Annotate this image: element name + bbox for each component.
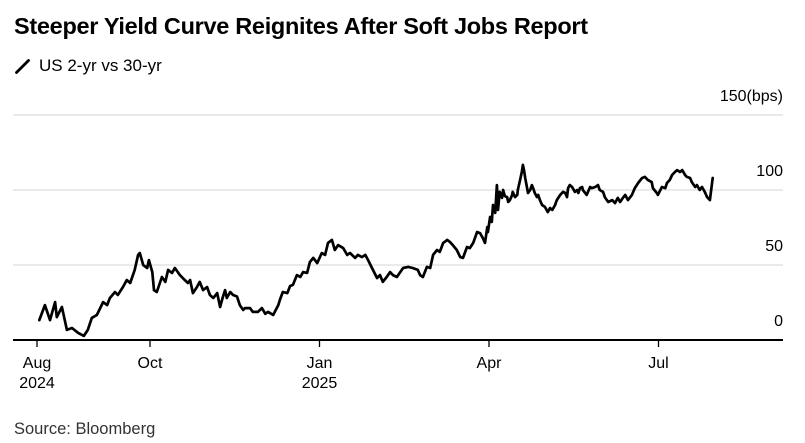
month-label: Apr [476, 355, 502, 372]
series-line [37, 163, 715, 338]
legend: US 2-yr vs 30-yr [14, 56, 162, 76]
month-label: Aug [22, 355, 52, 372]
chart-title: Steeper Yield Curve Reignites After Soft… [14, 13, 588, 39]
month-label: Oct [137, 355, 163, 372]
y-tick-label-with-unit: 150(bps) [719, 88, 783, 105]
trend-slash-icon [15, 58, 30, 74]
year-label: 2025 [301, 375, 338, 392]
legend-label: US 2-yr vs 30-yr [39, 56, 162, 75]
y-tick-label: 0 [774, 313, 783, 330]
y-tick-label: 50 [765, 238, 783, 255]
month-label: Jul [648, 355, 669, 372]
year-label: 2024 [19, 375, 55, 392]
month-label: Jan [306, 355, 333, 372]
source-note: Source: Bloomberg [14, 420, 156, 438]
y-tick-label: 100 [756, 163, 783, 180]
